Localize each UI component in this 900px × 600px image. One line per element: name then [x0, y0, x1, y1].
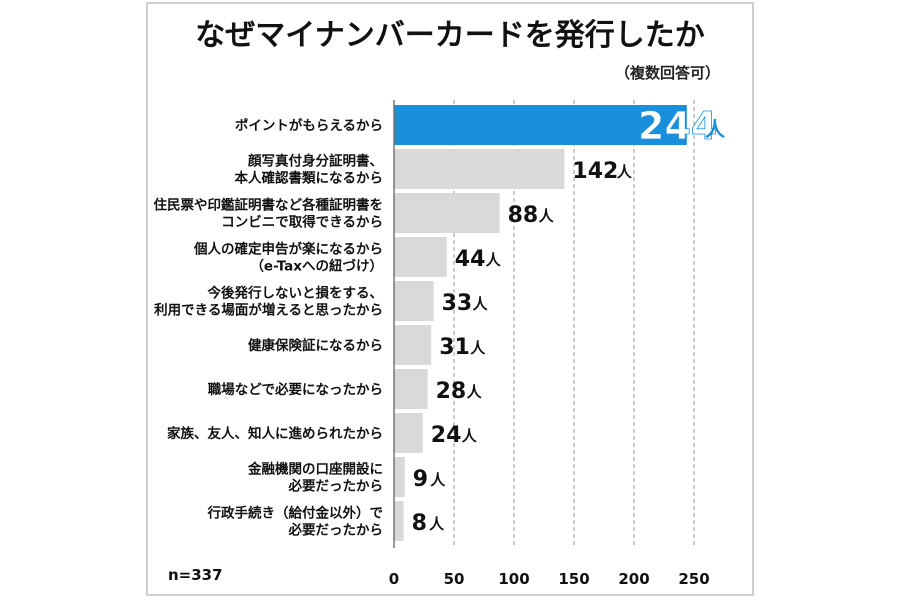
data-label: 28 — [436, 379, 467, 404]
category-label: 金融機関の口座開設に — [247, 461, 383, 478]
category-label: 住民票や印鑑証明書など各種証明書を — [154, 197, 384, 214]
data-label: 244 — [638, 104, 717, 148]
bar — [394, 237, 447, 277]
data-label-unit: 人 — [462, 427, 478, 445]
sample-size-note: n=337 — [168, 566, 223, 584]
category-label: 必要だったから — [288, 478, 384, 495]
data-label-unit: 人 — [539, 207, 555, 225]
category-label: 行政手続き（給付金以外）で — [207, 505, 384, 522]
data-label: 142 — [572, 159, 618, 184]
bar — [394, 193, 500, 233]
bar — [394, 325, 432, 365]
x-tick-label: 200 — [618, 570, 649, 588]
data-label: 9 — [413, 467, 428, 492]
data-label: 31 — [439, 335, 470, 360]
chart-title: なぜマイナンバーカードを発行したか — [195, 18, 705, 53]
category-label: 顔写真付身分証明書、 — [247, 153, 383, 170]
bar — [394, 149, 565, 189]
data-label-unit: 人 — [617, 163, 633, 181]
bar — [394, 281, 434, 321]
data-label-unit: 人 — [429, 515, 445, 533]
bar — [394, 413, 423, 453]
chart-subtitle: （複数回答可） — [614, 64, 720, 82]
data-label-unit: 人 — [473, 295, 489, 313]
bar — [394, 369, 428, 409]
category-label: 健康保険証になるから — [248, 337, 383, 354]
data-label-unit: 人 — [470, 339, 486, 357]
x-tick-label: 100 — [498, 570, 529, 588]
x-tick-label: 0 — [389, 570, 399, 588]
data-label: 88 — [508, 203, 539, 228]
data-label-unit: 人 — [705, 117, 726, 141]
data-label: 24 — [431, 423, 462, 448]
bar — [394, 501, 404, 541]
data-label-unit: 人 — [467, 383, 483, 401]
category-label: 本人確認書類になるから — [235, 170, 384, 187]
chart-frame — [146, 2, 754, 596]
category-label: （e-Taxへの紐づけ） — [250, 258, 383, 275]
category-label: 必要だったから — [288, 522, 384, 539]
data-label-unit: 人 — [486, 251, 502, 269]
bar — [394, 457, 405, 497]
bar — [394, 105, 687, 145]
data-label: 33 — [442, 291, 473, 316]
category-label: 今後発行しないと損をする、 — [208, 285, 384, 302]
category-label: 家族、友人、知人に進められたから — [167, 425, 383, 442]
x-tick-label: 250 — [678, 570, 709, 588]
category-label: コンビニで取得できるから — [221, 214, 383, 231]
category-label: 職場などで必要になったから — [208, 381, 383, 398]
category-label: 個人の確定申告が楽になるから — [193, 241, 383, 258]
category-label: 利用できる場面が増えると思ったから — [154, 302, 383, 319]
data-label: 8 — [412, 511, 427, 536]
data-label: 44 — [455, 247, 486, 272]
category-label: ポイントがもらえるから — [235, 117, 383, 134]
data-label-unit: 人 — [430, 471, 446, 489]
x-tick-label: 150 — [558, 570, 589, 588]
x-tick-label: 50 — [444, 570, 465, 588]
